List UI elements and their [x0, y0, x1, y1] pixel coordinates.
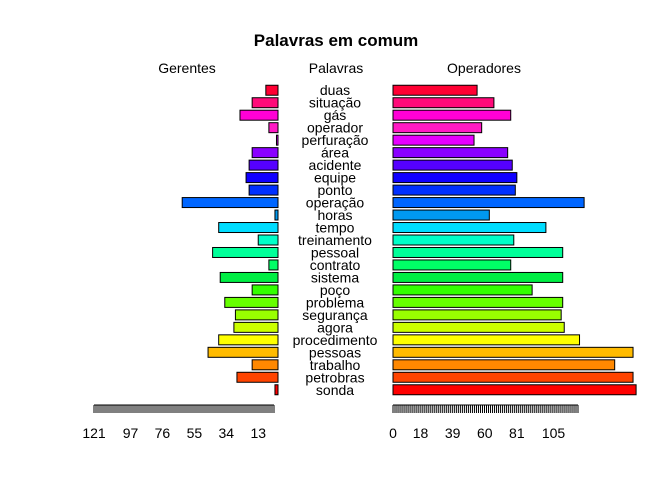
right-tick-label-3: 60: [477, 425, 493, 441]
bar-gerentes-6: [248, 159, 279, 171]
word-labels: duassituaçãogásoperadorperfuraçãoáreaaci…: [293, 82, 378, 398]
left-axis: 121 97 76 55 34 13: [82, 404, 275, 441]
word-label-5: área: [321, 145, 349, 161]
bar-gerentes-18: [234, 309, 279, 321]
bar-gerentes-1: [251, 97, 279, 109]
right-axis: 0 18 39 60 81 105: [389, 404, 579, 441]
center-panel-label: Palavras: [309, 60, 363, 76]
left-tick-label-1: 97: [123, 425, 139, 441]
bar-gerentes-16: [251, 284, 279, 296]
word-label-3: operador: [307, 120, 363, 136]
bar-operadores-5: [392, 147, 509, 159]
bar-operadores-7: [392, 172, 518, 184]
bar-operadores-9: [392, 197, 585, 209]
word-label-22: trabalho: [310, 357, 361, 373]
bar-gerentes-3: [268, 122, 279, 134]
bar-gerentes-15: [219, 271, 279, 283]
bar-operadores-11: [392, 222, 547, 234]
bar-gerentes-8: [248, 184, 279, 196]
left-tick-label-4: 34: [219, 425, 235, 441]
bar-gerentes-5: [251, 147, 279, 159]
bar-operadores-14: [392, 259, 512, 271]
bar-gerentes-2: [239, 109, 279, 121]
bar-operadores-18: [392, 309, 562, 321]
right-panel-label: Operadores: [447, 60, 521, 76]
word-label-10: horas: [317, 207, 352, 223]
right-bars: [392, 84, 637, 396]
word-label-19: agora: [317, 319, 353, 335]
word-label-1: situação: [309, 95, 361, 111]
word-label-0: duas: [320, 82, 350, 98]
bar-operadores-24: [392, 384, 637, 396]
right-tick-label-5: 105: [542, 425, 566, 441]
bar-gerentes-7: [245, 172, 279, 184]
bar-operadores-13: [392, 246, 564, 258]
word-label-14: contrato: [310, 257, 361, 273]
bar-operadores-10: [392, 209, 490, 221]
right-tick-label-0: 0: [389, 425, 397, 441]
right-tick-label-2: 39: [445, 425, 461, 441]
bar-operadores-0: [392, 84, 478, 96]
bar-operadores-4: [392, 134, 475, 146]
word-label-6: acidente: [309, 157, 362, 173]
word-label-2: gás: [324, 107, 347, 123]
bar-gerentes-4: [275, 134, 279, 146]
bar-operadores-8: [392, 184, 516, 196]
word-label-20: procedimento: [293, 332, 378, 348]
bar-gerentes-14: [268, 259, 279, 271]
left-bars: [181, 84, 279, 396]
bar-gerentes-23: [236, 371, 279, 383]
right-tick-label-1: 18: [413, 425, 429, 441]
bar-operadores-3: [392, 122, 483, 134]
bar-gerentes-24: [274, 384, 279, 396]
bar-operadores-15: [392, 271, 564, 283]
word-label-23: petrobras: [305, 369, 364, 385]
right-tick-label-4: 81: [509, 425, 525, 441]
bar-operadores-22: [392, 359, 616, 371]
bar-operadores-19: [392, 321, 565, 333]
bar-operadores-6: [392, 159, 513, 171]
word-label-8: ponto: [317, 182, 352, 198]
bar-gerentes-11: [218, 222, 279, 234]
bar-gerentes-19: [233, 321, 279, 333]
bar-operadores-2: [392, 109, 512, 121]
left-tick-label-0: 121: [82, 425, 106, 441]
word-label-21: pessoas: [309, 344, 361, 360]
left-tick-label-2: 76: [155, 425, 171, 441]
left-tick-label-5: 13: [250, 425, 266, 441]
bar-gerentes-22: [251, 359, 279, 371]
bar-operadores-20: [392, 334, 581, 346]
word-label-12: treinamento: [298, 232, 372, 248]
word-label-15: sistema: [311, 269, 359, 285]
word-label-7: equipe: [314, 170, 356, 186]
bar-gerentes-0: [265, 84, 279, 96]
word-label-11: tempo: [316, 220, 355, 236]
word-label-24: sonda: [316, 382, 354, 398]
left-tick-label-3: 55: [187, 425, 203, 441]
bar-operadores-1: [392, 97, 495, 109]
word-label-18: segurança: [302, 307, 368, 323]
word-label-4: perfuração: [302, 132, 369, 148]
word-label-13: pessoal: [311, 244, 359, 260]
bar-gerentes-21: [207, 346, 279, 358]
left-panel-label: Gerentes: [158, 60, 216, 76]
bar-operadores-12: [392, 234, 515, 246]
bar-operadores-21: [392, 346, 634, 358]
bar-operadores-17: [392, 296, 564, 308]
word-label-17: problema: [306, 294, 365, 310]
word-label-9: operação: [306, 195, 365, 211]
chart-title: Palavras em comum: [254, 31, 418, 50]
bar-gerentes-12: [257, 234, 279, 246]
bar-gerentes-9: [181, 197, 279, 209]
bar-gerentes-13: [212, 246, 279, 258]
bar-operadores-16: [392, 284, 533, 296]
word-label-16: poço: [320, 282, 351, 298]
bar-gerentes-10: [274, 209, 279, 221]
bar-operadores-23: [392, 371, 634, 383]
bar-gerentes-17: [224, 296, 279, 308]
bar-gerentes-20: [218, 334, 279, 346]
